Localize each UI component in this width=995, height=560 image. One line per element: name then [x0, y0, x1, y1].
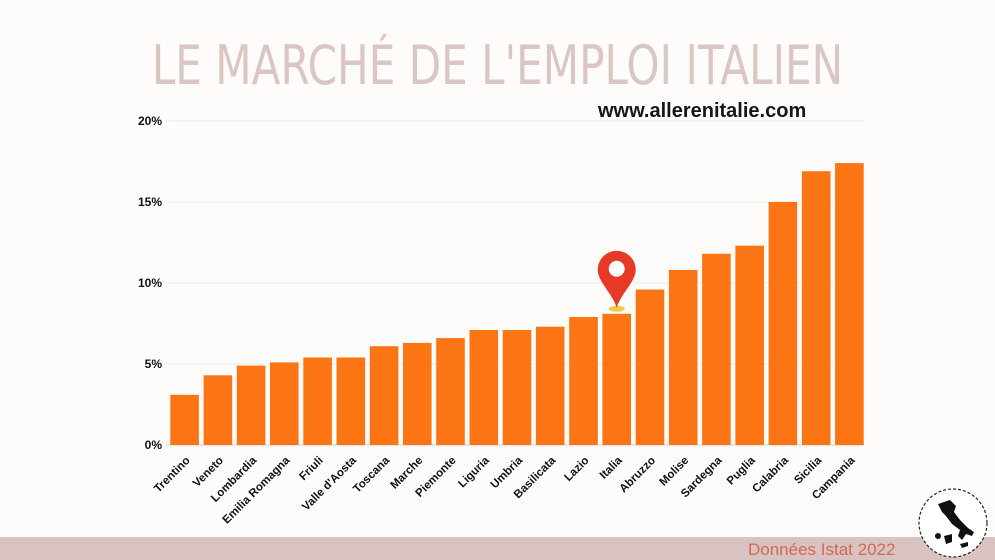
- website-url[interactable]: www.allerenitalie.com: [598, 100, 807, 122]
- bar-lombardia[interactable]: [236, 365, 266, 445]
- x-tick-label: Calabria: [750, 454, 791, 495]
- bar-toscana[interactable]: [369, 346, 399, 445]
- bar-trentino[interactable]: [170, 394, 199, 445]
- y-tick-label: 0%: [145, 438, 163, 452]
- bar-piemonte[interactable]: [436, 338, 465, 445]
- footer-band: [0, 537, 995, 560]
- bar-sicilia[interactable]: [801, 171, 831, 445]
- y-tick-label: 15%: [138, 195, 162, 209]
- x-tick-label: Italia: [598, 454, 625, 481]
- source-note: Données Istat 2022: [748, 540, 896, 559]
- y-axis-ticks: 0% 5% 10% 15% 20%: [138, 114, 162, 452]
- bar-basilicata[interactable]: [535, 326, 565, 445]
- bar-chart: 0% 5% 10% 15% 20% TrentinoVenetoLombardiaEmi…: [138, 114, 864, 526]
- y-tick-label: 5%: [145, 357, 163, 371]
- bar-emilia-romagna[interactable]: [270, 362, 299, 445]
- x-tick-label: Liguria: [456, 454, 492, 490]
- bars: [170, 163, 864, 446]
- page-title: LE MARCHÉ DE L'EMPLOI ITALIEN: [151, 34, 844, 97]
- bar-molise[interactable]: [668, 270, 698, 445]
- bar-marche[interactable]: [403, 342, 432, 445]
- bar-veneto[interactable]: [203, 375, 233, 445]
- x-tick-label: Lazio: [562, 455, 591, 484]
- y-tick-label: 20%: [138, 114, 162, 128]
- bar-liguria[interactable]: [469, 330, 499, 445]
- bar-abruzzo[interactable]: [635, 289, 665, 446]
- bar-italia[interactable]: [602, 313, 631, 445]
- bar-campania[interactable]: [835, 163, 864, 445]
- bar-friuli[interactable]: [303, 357, 332, 446]
- map-pin-hole: [608, 260, 625, 277]
- x-tick-label: Puglia: [725, 454, 758, 487]
- map-pin-body: [597, 250, 636, 308]
- italy-map-logo-icon[interactable]: [916, 486, 990, 560]
- x-tick-label: Friuli: [297, 455, 325, 483]
- bar-puglia[interactable]: [735, 245, 764, 445]
- map-pin-shadow: [608, 305, 625, 312]
- bar-umbria[interactable]: [502, 330, 532, 445]
- x-tick-label: Trentino: [152, 455, 193, 496]
- x-tick-label: Abruzzo: [618, 455, 659, 496]
- x-tick-label: Sicilia: [792, 454, 824, 486]
- bar-calabria[interactable]: [768, 202, 798, 445]
- x-tick-label: Toscana: [351, 454, 392, 495]
- bar-valle-d-aosta[interactable]: [336, 357, 366, 446]
- map-pin-icon: [597, 250, 636, 312]
- bar-lazio[interactable]: [569, 317, 598, 445]
- y-tick-label: 10%: [138, 276, 162, 290]
- bar-sardegna[interactable]: [702, 253, 731, 445]
